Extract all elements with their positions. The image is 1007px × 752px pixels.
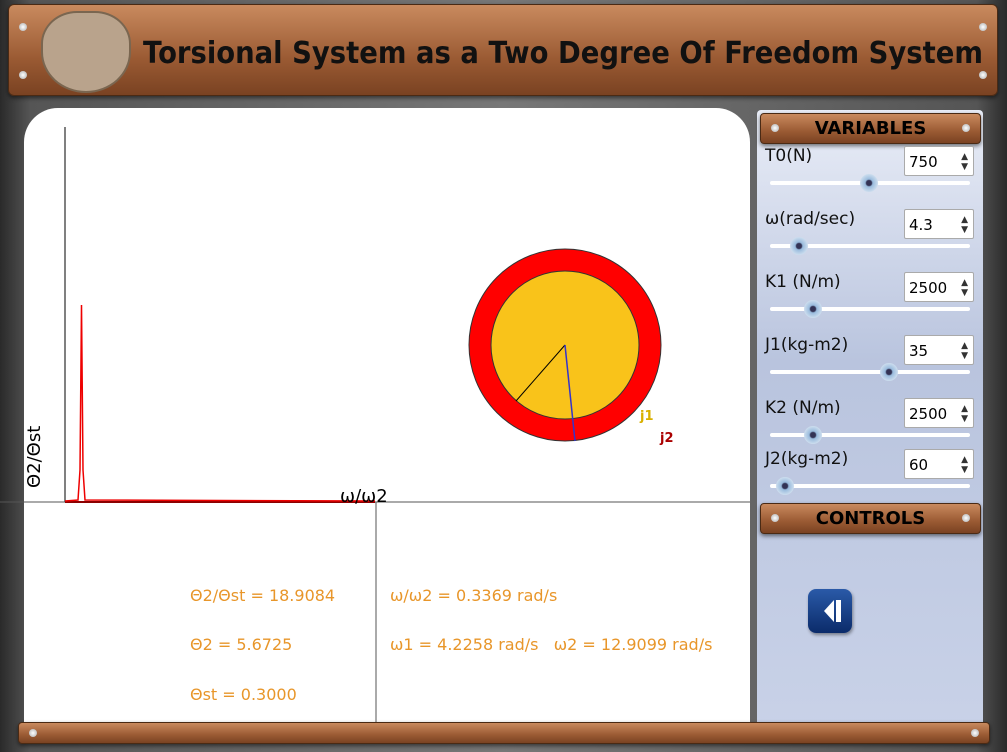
spinner[interactable]: ▲ ▼ [961, 404, 968, 424]
x-label: ω/ω2 [340, 486, 388, 507]
result: ω1 = 4.2258 rad/s ω2 = 12.9099 rad/s [390, 635, 713, 654]
slider-track[interactable] [770, 484, 970, 488]
variables-bar: VARIABLES [760, 113, 981, 144]
spinner[interactable]: ▲ ▼ [961, 152, 968, 172]
title: Torsional System as a Two Degree Of Free… [143, 36, 983, 71]
spinner[interactable]: ▲ ▼ [961, 278, 968, 298]
j2-pointer [564, 344, 576, 442]
footer-bar [18, 722, 990, 744]
spinner[interactable]: ▲ ▼ [961, 341, 968, 361]
controls-bar: CONTROLS [760, 503, 981, 534]
response-curve [64, 304, 376, 502]
title-svg: Torsional System as a Two Degree Of Free… [143, 36, 983, 71]
slider-knob[interactable] [790, 237, 808, 255]
spinner[interactable]: ▲ ▼ [961, 215, 968, 235]
j1-label: j1 [639, 409, 654, 424]
j1-pointer [515, 344, 566, 402]
logo [41, 11, 131, 93]
variable-label: J1(kg-m2) [765, 335, 849, 355]
number-input[interactable]: 60 ▲ ▼ [904, 449, 974, 479]
plot: Θ2/Θst ω/ω2 j1 j2 [0, 127, 750, 726]
variable-label: J2(kg-m2) [765, 449, 849, 469]
slider-knob[interactable] [804, 300, 822, 318]
back-button[interactable] [808, 589, 852, 633]
slider-track[interactable] [770, 244, 970, 248]
variables-title: VARIABLES [814, 118, 927, 139]
slider-track[interactable] [770, 370, 970, 374]
result: Θst = 0.3000 [190, 685, 297, 704]
j2-label: j2 [659, 431, 674, 446]
controls-title: CONTROLS [815, 508, 926, 529]
number-input[interactable]: 2500 ▲ ▼ [904, 398, 974, 428]
slider-knob[interactable] [776, 477, 794, 495]
y-label: Θ2/Θst [24, 426, 45, 488]
header-bar: Torsional System as a Two Degree Of Free… [8, 4, 998, 96]
slider-knob[interactable] [804, 426, 822, 444]
slider-knob[interactable] [880, 363, 898, 381]
spinner[interactable]: ▲ ▼ [961, 455, 968, 475]
result: ω/ω2 = 0.3369 rad/s [390, 586, 558, 605]
slider-track[interactable] [770, 307, 970, 311]
number-input[interactable]: 4.3 ▲ ▼ [904, 209, 974, 239]
number-input[interactable]: 2500 ▲ ▼ [904, 272, 974, 302]
number-input[interactable]: 35 ▲ ▼ [904, 335, 974, 365]
result: Θ2/Θst = 18.9084 [190, 586, 336, 605]
variable-label: K2 (N/m) [765, 398, 841, 418]
variable-label: ω(rad/sec) [765, 209, 856, 229]
slider-track[interactable] [770, 433, 970, 437]
variable-label: T0(N) [765, 146, 813, 166]
number-input[interactable]: 750 ▲ ▼ [904, 146, 974, 176]
variable-label: K1 (N/m) [765, 272, 841, 292]
slider-knob[interactable] [860, 174, 878, 192]
result: Θ2 = 5.6725 [190, 635, 293, 654]
